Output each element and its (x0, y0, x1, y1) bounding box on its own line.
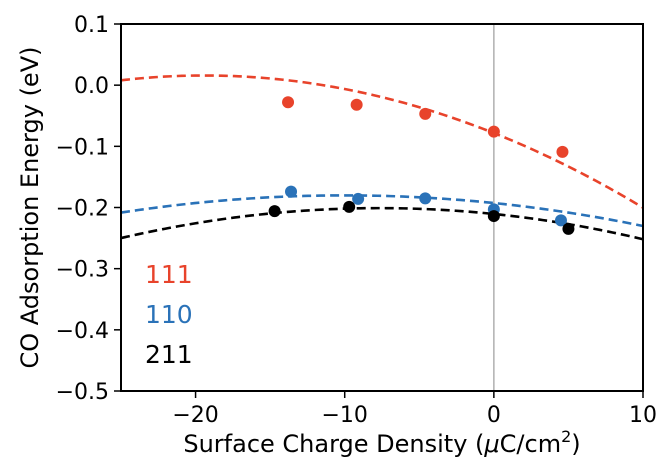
point-111-3 (487, 125, 500, 138)
y-tick-label: 0.0 (74, 74, 109, 99)
point-111-4 (556, 145, 569, 158)
fit-curve-111 (120, 74, 644, 209)
y-tick-label: −0.4 (56, 319, 109, 344)
point-211-3 (562, 222, 575, 235)
legend-entry-111: 111 (145, 260, 193, 289)
legend-entry-211: 211 (145, 340, 193, 369)
legend: 111 110 211 (145, 260, 193, 369)
point-110-1 (352, 192, 365, 205)
data-points (268, 96, 575, 235)
point-211-2 (487, 210, 500, 223)
y-tick-label: −0.1 (56, 135, 109, 160)
x-axis-ticks: −20 −10 0 10 (172, 391, 657, 428)
x-tick-label: 10 (629, 403, 657, 428)
point-111-1 (350, 98, 363, 111)
point-211-1 (343, 200, 356, 213)
y-axis-label: CO Adsorption Energy (eV) (16, 47, 44, 369)
x-axis-label-unit: C/cm (500, 430, 561, 458)
x-axis-label-mu: μ (483, 430, 499, 458)
y-tick-label: 0.1 (74, 13, 109, 38)
x-tick-label: −20 (172, 403, 218, 428)
point-111-2 (419, 107, 432, 120)
x-axis-label-sup: 2 (561, 427, 571, 446)
plot-frame (120, 23, 644, 392)
x-tick-label: −10 (321, 403, 367, 428)
legend-entry-110: 110 (145, 300, 193, 329)
fit-curve-110 (120, 194, 644, 228)
x-axis-label-close: ) (571, 430, 580, 458)
x-axis-label: Surface Charge Density (μC/cm2) (183, 427, 580, 458)
point-110-2 (419, 192, 432, 205)
point-110-0 (285, 185, 298, 198)
y-tick-label: −0.5 (56, 380, 109, 405)
point-111-0 (282, 96, 295, 109)
y-axis-ticks: 0.1 0.0 −0.1 −0.2 −0.3 −0.4 −0.5 (56, 13, 121, 405)
point-211-0 (268, 205, 281, 218)
y-tick-label: −0.2 (56, 197, 109, 222)
y-tick-label: −0.3 (56, 258, 109, 283)
x-tick-label: 0 (487, 403, 501, 428)
x-axis-label-main: Surface Charge Density ( (183, 430, 484, 458)
point-110-4 (554, 214, 567, 227)
